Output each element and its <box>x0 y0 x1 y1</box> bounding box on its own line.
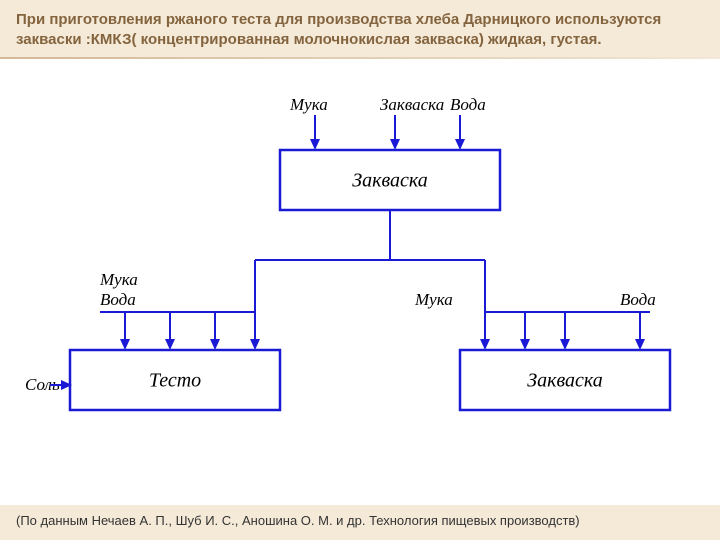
input-label: Мука <box>289 95 328 114</box>
input-label: Вода <box>100 290 136 309</box>
input-label: Мука <box>414 290 453 309</box>
input-label: Вода <box>450 95 486 114</box>
flowchart: ЗакваскаТестоЗакваскаМукаЗакваскаВодаМук… <box>0 90 720 470</box>
header-divider <box>0 57 720 59</box>
slide: При приготовления ржаного теста для прои… <box>0 0 720 540</box>
input-label: Закваска <box>380 95 444 114</box>
flow-box-label-bottom_testo: Тесто <box>149 370 201 392</box>
flowchart-svg: ЗакваскаТестоЗакваскаМукаЗакваскаВодаМук… <box>0 90 720 470</box>
header: При приготовления ржаного теста для прои… <box>0 0 720 59</box>
flow-box-label-top_zakvaska: Закваска <box>352 170 428 192</box>
footer: (По данным Нечаев А. П., Шуб И. С., Анош… <box>0 505 720 540</box>
footer-text: (По данным Нечаев А. П., Шуб И. С., Анош… <box>16 513 704 528</box>
flow-box-label-bottom_zakvaska: Закваска <box>527 370 603 392</box>
input-label: Мука <box>99 270 138 289</box>
page-title: При приготовления ржаного теста для прои… <box>16 10 704 51</box>
input-label: Вода <box>620 290 656 309</box>
